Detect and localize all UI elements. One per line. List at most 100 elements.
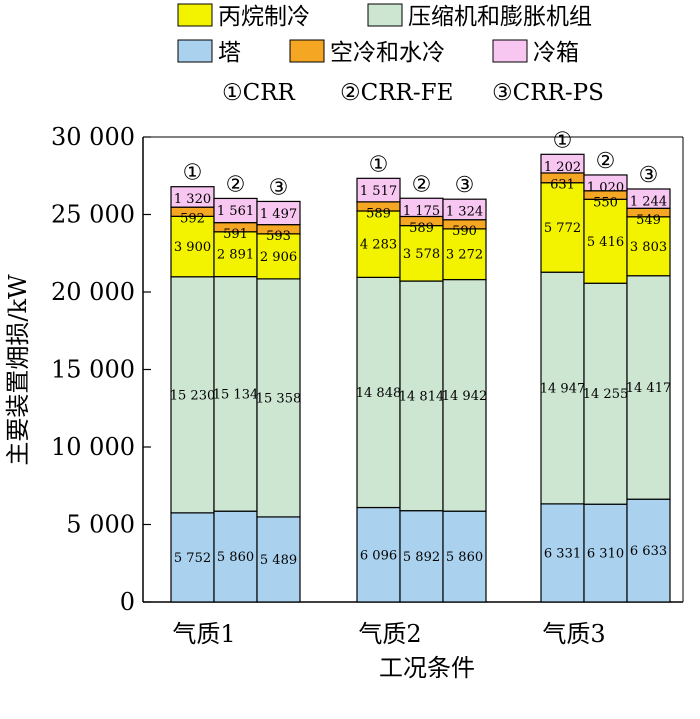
segment-value-label: 6 310 [587,547,624,562]
bar-segment-tower [213,510,258,603]
bar-case-marker: ② [226,172,246,197]
bar-segment-propane [356,210,401,278]
segment-value-label: 1 561 [217,204,254,219]
bar-segment-coldbox [356,177,401,203]
segment-value-label: 14 814 [399,389,445,404]
bar-segment-coldbox [442,198,487,221]
legend-label-cooling: 空冷和水冷 [330,40,445,66]
segment-value-label: 1 324 [446,205,483,220]
legend-swatch-propane [177,3,213,27]
y-tick-label: 30 000 [51,123,135,151]
legend-label-tower: 塔 [218,40,241,66]
bar-segment-tower [170,512,215,603]
bar-segment-propane [442,228,487,281]
x-category-label: 气质3 [542,620,605,648]
segment-value-label: 549 [636,213,661,228]
bar-segment-coldbox [170,186,215,208]
segment-value-label: 5 860 [217,550,254,565]
legend-swatch-compressor [367,3,403,27]
y-ticks: 0 5 000 10 000 15 000 20 000 25 000 30 000 [51,123,151,616]
segment-value-label: 590 [452,224,477,239]
y-axis-title: 主要装置㶲损/kW [4,274,32,466]
y-tick-label: 5 000 [66,511,135,539]
bar-segment-propane [540,182,585,273]
segment-value-label: 591 [223,227,248,242]
bar-case-marker: ② [412,172,432,197]
segment-value-label: 593 [266,229,291,244]
bars: 5 752 15 230 3 900 592 1 320 ① 5 860 15 134 2 89… [170,128,672,603]
segment-value-label: 3 803 [630,240,667,255]
x-category-labels: 气质1 气质2 气质3 [172,620,605,648]
bar-segment-compressor [540,271,585,505]
segment-value-label: 14 417 [626,381,672,396]
segment-value-label: 5 892 [403,550,440,565]
segment-value-label: 592 [180,212,205,227]
segment-value-label: 631 [550,177,575,192]
segment-value-label: 14 942 [442,389,488,404]
segment-value-label: 1 320 [174,192,211,207]
legend-swatch-coldbox [492,39,528,63]
bar-segment-tower [540,503,585,603]
segment-value-label: 6 331 [544,546,581,561]
legend-label-propane: 丙烷制冷 [218,4,310,30]
bar-segment-propane [626,216,671,277]
segment-value-label: 3 272 [446,248,483,263]
bar-segment-compressor [399,280,444,512]
y-tick-label: 0 [120,588,135,616]
segment-value-label: 15 358 [256,391,302,406]
bar-segment-coldbox [256,200,301,226]
segment-value-label: 14 848 [356,386,402,401]
segment-value-label: 589 [366,206,391,221]
segment-value-label: 589 [409,221,434,236]
segment-value-label: 2 891 [217,248,254,263]
segment-value-label: 3 578 [403,247,440,262]
bar-segment-tower [583,503,628,603]
y-tick-label: 10 000 [51,433,135,461]
legend-case-crr-ps: ③CRR-PS [492,80,604,106]
bar-case-marker: ② [596,149,616,174]
segment-value-label: 1 497 [260,207,297,222]
segment-value-label: 1 202 [544,160,581,175]
bar-segment-tower [256,516,301,603]
bar-case-marker: ① [183,161,203,186]
bar-case-marker: ① [553,128,573,153]
bar-segment-compressor [583,282,628,505]
segment-value-label: 1 175 [403,204,440,219]
segment-value-label: 2 906 [260,250,297,265]
bar-segment-coldbox [626,188,671,209]
bar-segment-compressor [170,276,215,514]
segment-value-label: 15 134 [213,387,259,402]
x-category-label: 气质1 [172,620,235,648]
segment-value-label: 6 633 [630,544,667,559]
segment-value-label: 6 096 [360,548,397,563]
legend: 丙烷制冷 压缩机和膨胀机组 塔 空冷和水冷 冷箱 ①CRR ②CRR-FE ③C… [177,3,604,106]
segment-value-label: 1 020 [587,180,624,195]
bar-segment-compressor [256,278,301,518]
bar-case-marker: ③ [269,175,289,200]
segment-value-label: 5 860 [446,550,483,565]
segment-value-label: 550 [593,195,618,210]
x-axis-title: 工况条件 [379,654,475,682]
legend-case-crr: ①CRR [222,80,296,106]
segment-value-label: 1 244 [630,194,667,209]
legend-swatch-tower [177,39,213,63]
y-tick-label: 20 000 [51,278,135,306]
y-tick-label: 15 000 [51,356,135,384]
bar-segment-compressor [626,275,671,500]
segment-value-label: 5 416 [587,235,624,250]
y-tick-label: 25 000 [51,201,135,229]
segment-value-label: 3 900 [174,240,211,255]
segment-value-label: 14 947 [540,382,586,397]
segment-value-label: 5 489 [260,553,297,568]
segment-value-label: 4 283 [360,238,397,253]
bar-segment-compressor [356,276,401,509]
legend-case-crr-fe: ②CRR-FE [340,80,453,106]
segment-value-label: 5 752 [174,551,211,566]
legend-label-compressor: 压缩机和膨胀机组 [408,4,592,30]
legend-swatch-cooling [289,39,325,63]
segment-value-label: 14 255 [583,387,629,402]
bar-segment-tower [399,510,444,603]
bar-case-marker: ③ [639,163,659,188]
segment-value-label: 1 517 [360,184,397,199]
